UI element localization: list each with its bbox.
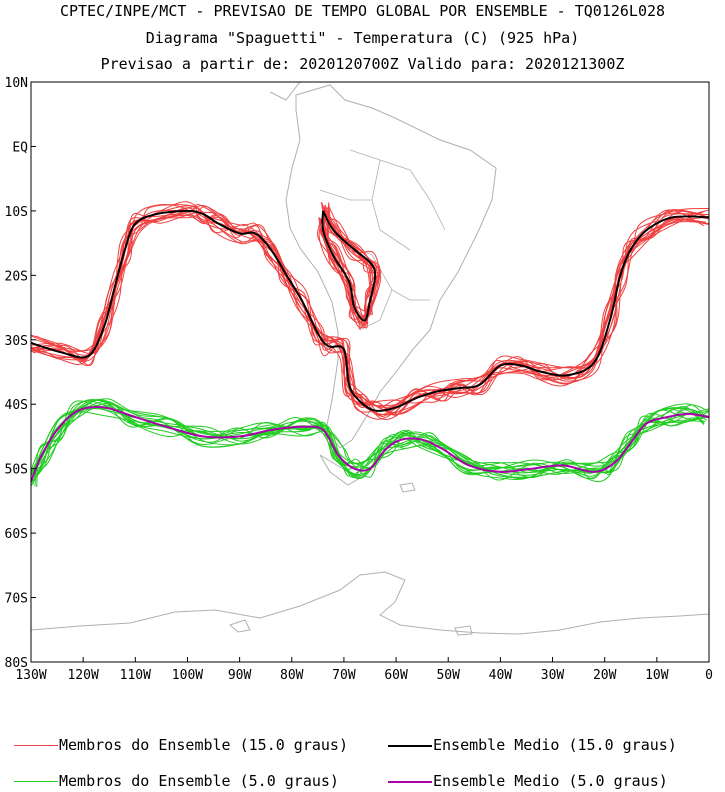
member-line-15-1-14 <box>322 205 381 330</box>
x-tick-label: 110W <box>120 668 151 683</box>
x-tick-label: 40W <box>489 668 513 683</box>
chart-subtitle: Diagrama "Spaguetti" - Temperatura (C) (… <box>145 29 580 47</box>
x-tick-label: 30W <box>541 668 565 683</box>
chart-validity: Previsao a partir de: 2020120700Z Valido… <box>100 55 625 73</box>
x-tick-label: 130W <box>15 668 46 683</box>
member-line-5-0-7 <box>31 398 709 479</box>
falklands <box>399 482 416 493</box>
legend-swatch-members-15 <box>14 745 58 746</box>
mean-line-5-0 <box>31 405 709 482</box>
x-tick-label: 120W <box>67 668 98 683</box>
y-tick-label: 20S <box>5 269 28 284</box>
y-tick-label: 50S <box>5 463 28 478</box>
x-tick-label: 100W <box>172 668 203 683</box>
member-line-15-0-1 <box>35 204 705 421</box>
member-line-15-0-12 <box>31 204 709 416</box>
continent-outlines <box>31 82 709 636</box>
legend-swatch-members-5 <box>14 781 58 782</box>
x-tick-label: 10W <box>645 668 669 683</box>
member-line-15-0-14 <box>31 203 709 416</box>
y-tick-label: 10N <box>5 76 28 91</box>
y-tick-label: 60S <box>5 527 28 542</box>
y-tick-label: 80S <box>5 656 28 671</box>
south-america-outline <box>285 84 497 449</box>
x-tick-label: 60W <box>384 668 408 683</box>
y-tick-label: 30S <box>5 334 28 349</box>
x-tick-label: 70W <box>332 668 356 683</box>
mean-line-15-0 <box>31 209 709 412</box>
brazil-borders <box>319 149 446 331</box>
legend-swatch-mean-5 <box>388 781 432 783</box>
chart-title: CPTEC/INPE/MCT - PREVISAO DE TEMPO GLOBA… <box>59 2 666 20</box>
x-tick-label: 80W <box>280 668 304 683</box>
member-line-15-1-9 <box>327 218 378 323</box>
ensemble-means <box>31 209 709 482</box>
x-tick-label: 0 <box>705 668 713 683</box>
y-tick-label: 40S <box>5 398 28 413</box>
legend-label-members-5: Membros do Ensemble (5.0 graus) <box>59 772 339 790</box>
y-tick-label: 70S <box>5 592 28 607</box>
x-tick-label: 90W <box>228 668 252 683</box>
legend-label-mean-15: Ensemble Medio (15.0 graus) <box>433 736 677 754</box>
antarctic-islands <box>229 619 473 636</box>
member-line-5-0-9 <box>31 400 705 484</box>
legend-label-mean-5: Ensemble Medio (5.0 graus) <box>433 772 668 790</box>
ensemble-members <box>31 201 709 488</box>
legend-label-members-15: Membros do Ensemble (15.0 graus) <box>59 736 348 754</box>
legend-swatch-mean-15 <box>388 745 432 747</box>
y-tick-label: 10S <box>5 205 28 220</box>
antarctica-coast <box>31 571 709 635</box>
axes: 130W 120W 110W 100W 90W 80W 70W 60W 50W 40W 30W 20W… <box>5 76 713 683</box>
plot-frame <box>30 81 710 663</box>
x-tick-label: 50W <box>436 668 460 683</box>
mean-line-15-1 <box>321 210 377 322</box>
x-tick-label: 20W <box>593 668 617 683</box>
member-line-15-1-13 <box>322 218 373 318</box>
member-line-5-0-12 <box>31 400 704 481</box>
y-tick-label: EQ <box>12 140 28 155</box>
tierra-del-fuego <box>319 454 362 486</box>
central-america <box>269 82 301 101</box>
